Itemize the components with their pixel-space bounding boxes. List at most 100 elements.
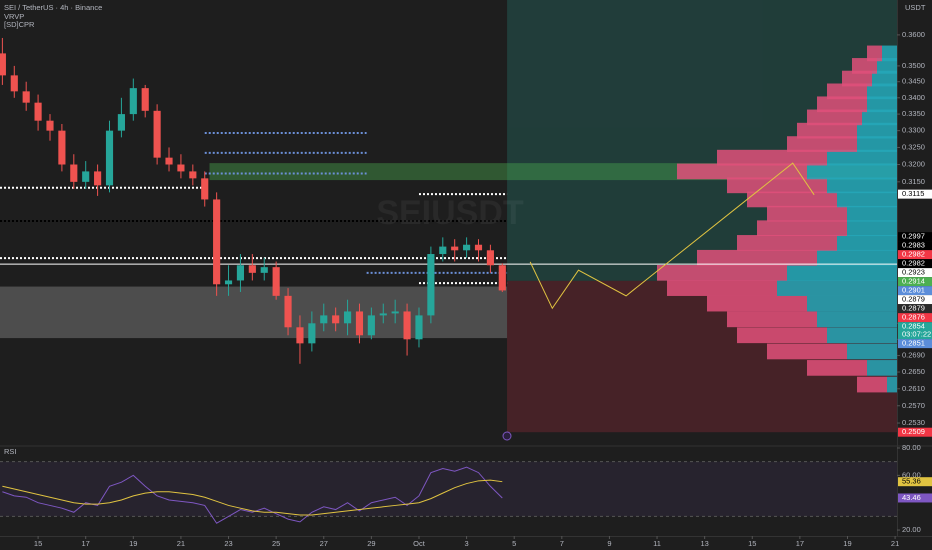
- x-tick-label: 21: [891, 539, 899, 548]
- x-tick-label: 19: [129, 539, 137, 548]
- volume-up: [827, 327, 897, 344]
- candle-body: [0, 53, 6, 76]
- candle-body: [189, 171, 197, 179]
- volume-up: [827, 149, 897, 166]
- rsi-line: [2, 466, 503, 524]
- candle-body: [46, 120, 54, 131]
- rsi-tick-label: 80.00: [902, 443, 921, 452]
- y-tick-label: 0.3300: [902, 126, 925, 135]
- price-label: 0.2982: [902, 259, 925, 268]
- volume-down: [707, 295, 807, 312]
- y-tick-label: 0.2570: [902, 401, 925, 410]
- candle-body: [284, 295, 292, 328]
- candle-body: [498, 265, 506, 291]
- y-tick-label: 0.3400: [902, 93, 925, 102]
- volume-down: [677, 163, 807, 180]
- y-tick-label: 0.2690: [902, 351, 925, 360]
- y-tick-label: 0.2650: [902, 367, 925, 376]
- volume-down: [727, 311, 817, 328]
- volume-down: [737, 235, 837, 251]
- candle-body: [248, 265, 256, 273]
- price-label-box: [898, 250, 932, 260]
- volume-up: [867, 83, 897, 100]
- price-label: 0.2923: [902, 268, 925, 277]
- price-label-box: [898, 259, 932, 269]
- candle-body: [463, 244, 471, 251]
- indicator-label: VRVP: [4, 12, 24, 21]
- volume-up: [872, 70, 897, 87]
- volume-down: [757, 220, 847, 237]
- candle-body: [153, 110, 161, 158]
- volume-down: [767, 205, 847, 222]
- volume-down: [842, 70, 872, 87]
- candle-body: [367, 315, 375, 336]
- x-tick-label: 27: [320, 539, 328, 548]
- x-tick-label: 9: [607, 539, 611, 548]
- candle-body: [379, 313, 387, 316]
- volume-up: [817, 311, 897, 328]
- volume-up: [862, 109, 897, 126]
- candle-body: [105, 130, 114, 186]
- y-tick-label: 0.3500: [902, 61, 925, 70]
- candle-body: [236, 265, 245, 281]
- candle-body: [129, 88, 137, 115]
- price-label: 0.2851: [902, 339, 925, 348]
- volume-up: [807, 295, 897, 312]
- candle-body: [260, 267, 268, 273]
- volume-up: [787, 264, 897, 281]
- y-tick-label: 0.2610: [902, 384, 925, 393]
- y-tick-label: 0.2530: [902, 418, 925, 427]
- price-label-box: [898, 189, 932, 199]
- price-label: 0.2876: [902, 313, 925, 322]
- volume-up: [847, 343, 897, 360]
- price-label: 0.2901: [902, 286, 925, 295]
- x-tick-label: 19: [843, 539, 851, 548]
- price-label-box: [898, 286, 932, 296]
- price-label-box: [898, 277, 932, 287]
- x-tick-label: 5: [512, 539, 516, 548]
- volume-up: [837, 191, 897, 208]
- volume-down: [827, 83, 867, 100]
- candle-body: [213, 199, 221, 285]
- x-tick-label: 7: [560, 539, 564, 548]
- price-label-box: [898, 304, 932, 314]
- volume-down: [767, 343, 847, 360]
- candle-body: [439, 246, 447, 255]
- x-tick-label: 15: [748, 539, 756, 548]
- price-label-box: [898, 232, 932, 242]
- volume-down: [667, 280, 777, 296]
- candle-body: [403, 311, 411, 340]
- volume-up: [817, 249, 897, 266]
- price-label-box: [898, 322, 932, 340]
- volume-down: [737, 327, 827, 344]
- x-tick-label: 15: [34, 539, 42, 548]
- price-label: 0.2997: [902, 232, 925, 241]
- event-icon[interactable]: [502, 431, 512, 441]
- x-tick-label: 23: [224, 539, 232, 548]
- volume-down: [727, 177, 827, 194]
- rsi-value-box: [898, 493, 932, 503]
- watermark: SEIUSDT: [376, 194, 524, 232]
- y-tick-label: 0.3150: [902, 177, 925, 186]
- rsi-tick-label: 60.00: [902, 470, 921, 479]
- candle-body: [320, 315, 328, 324]
- candle-body: [474, 244, 483, 251]
- candle-body: [427, 254, 435, 316]
- price-label: 0.2982: [902, 250, 925, 259]
- currency[interactable]: USDT: [905, 3, 926, 12]
- symbol-title: SEI / TetherUS · 4h · Binance: [4, 3, 102, 12]
- candle-body: [141, 88, 149, 111]
- volume-down: [747, 191, 837, 208]
- x-tick-label: 17: [796, 539, 804, 548]
- rsi-value-label: 55.36: [902, 477, 921, 486]
- price-label: 0.2983: [902, 241, 925, 250]
- candle-body: [22, 91, 30, 103]
- price-label-box: [898, 339, 932, 349]
- y-tick-label: 0.3450: [902, 77, 925, 86]
- candle-body: [415, 315, 423, 340]
- volume-down: [857, 376, 887, 393]
- x-tick-label: 3: [465, 539, 469, 548]
- candle-body: [391, 311, 399, 314]
- x-tick-label: 21: [177, 539, 185, 548]
